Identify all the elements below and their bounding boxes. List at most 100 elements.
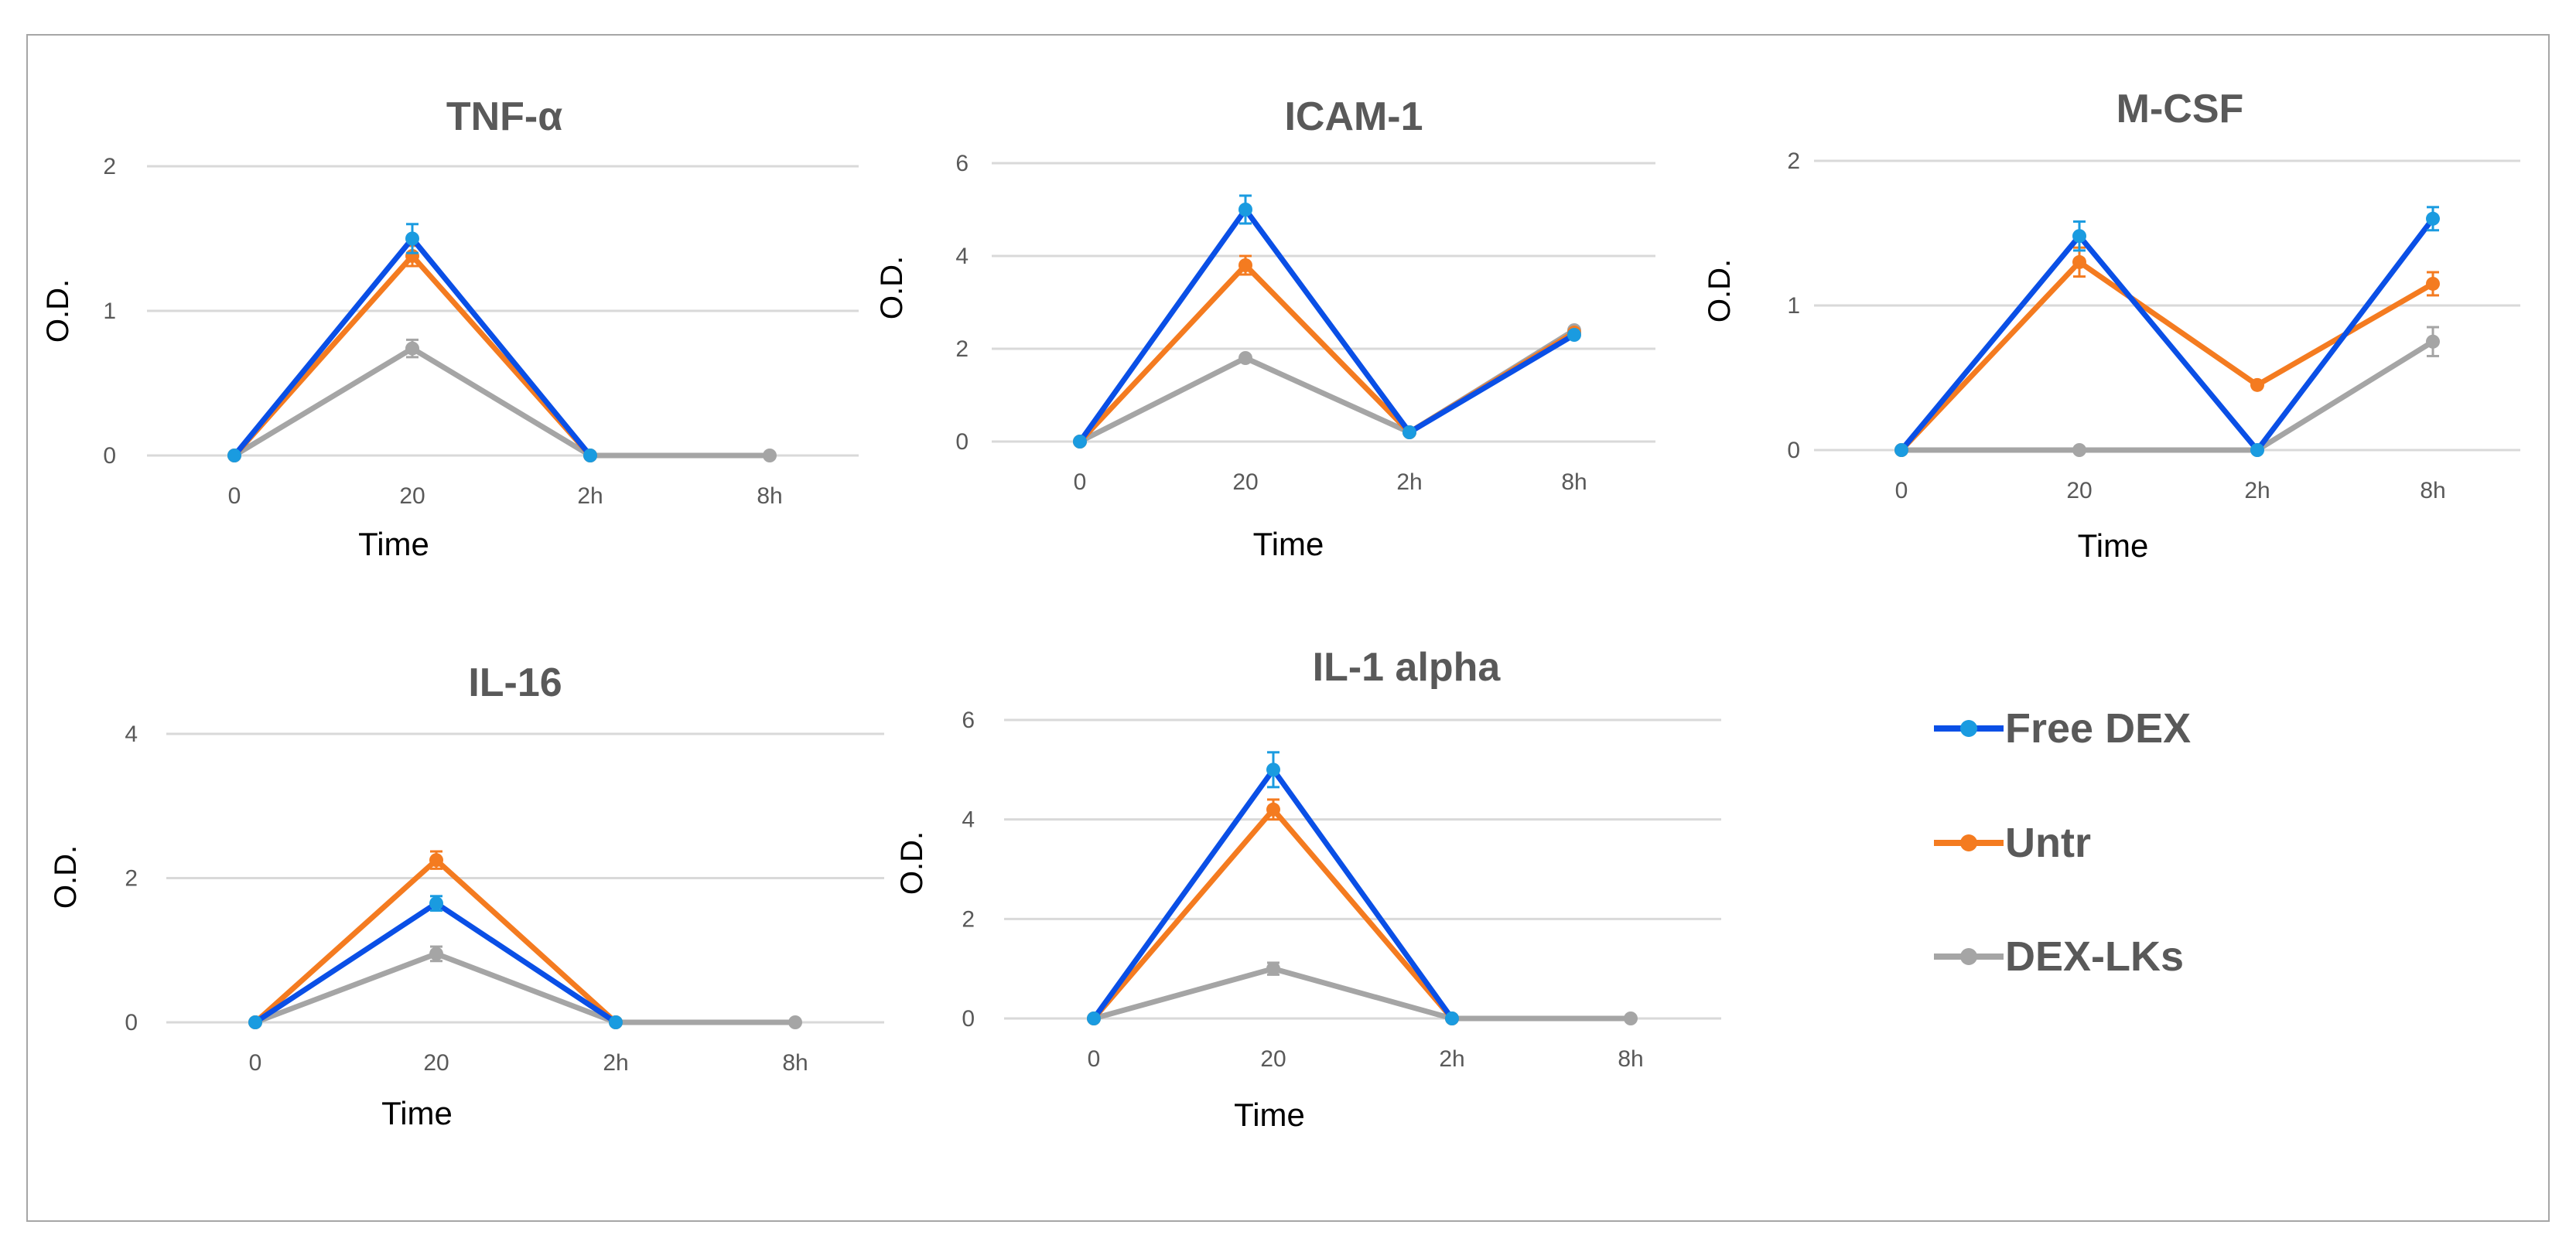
chart-title: M-CSF [2116,87,2244,131]
y-axis-label: O.D. [49,845,83,909]
series-line [1093,966,1631,1022]
x-tick-label: 8h [782,1050,808,1076]
y-tick-label: 6 [955,151,969,176]
chart-il-16: 0 2 4 0 20 2h 8h IL-16 Time O.D. [49,660,884,1131]
y-tick-label: 4 [955,244,969,269]
series-free-dex [1073,194,1581,449]
y-tick-label: 4 [125,722,138,747]
data-point [1402,425,1416,439]
data-point [1266,762,1280,777]
data-point [2072,254,2086,269]
y-axis-label: O.D. [41,279,75,343]
series-dex-lks [1087,961,1638,1025]
chart-title: ICAM-1 [1284,94,1423,139]
x-tick-label: 20 [2066,478,2092,503]
series-line [1899,217,2435,453]
x-axis-label: Time [1253,526,1324,562]
x-tick-label: 2h [1396,469,1422,495]
y-axis-label: O.D. [895,831,929,895]
legend-swatch-marker [1960,834,1977,851]
legend-item-free-dex: Free DEX [1934,705,2191,752]
series-line [233,346,770,459]
data-point [1445,1011,1459,1025]
data-point [429,947,443,961]
data-point [609,1015,623,1029]
x-tick-label: 0 [1895,478,1908,503]
y-tick-label: 0 [103,443,116,469]
series-line [1901,339,2434,453]
chart-title: IL-1 alpha [1313,645,1502,690]
y-tick-label: 2 [1787,148,1800,174]
y-tick-label: 0 [955,429,969,455]
x-tick-label: 20 [1232,469,1258,495]
x-tick-label: 0 [249,1050,262,1076]
data-point [763,449,777,462]
x-tick-label: 20 [1260,1046,1286,1072]
series-untr [1087,798,1459,1025]
data-point [2250,443,2264,457]
data-point [2072,443,2086,457]
data-point [2426,211,2440,226]
x-tick-label: 20 [399,483,425,509]
y-axis-label: O.D. [1703,259,1737,322]
y-tick-label: 2 [103,154,116,179]
data-point [1266,802,1280,817]
x-tick-label: 2h [603,1050,628,1076]
series-free-dex [227,223,597,462]
data-point [2426,334,2440,349]
x-tick-label: 0 [1088,1046,1101,1072]
x-tick-label: 0 [228,483,241,509]
legend: Free DEX Untr DEX-LKs [1934,705,2191,980]
data-point [1266,961,1280,976]
chart-title: IL-16 [468,660,562,705]
data-point [405,231,419,246]
series-untr [1894,246,2440,457]
y-tick-label: 0 [1787,438,1800,463]
chart-icam-1: 0 2 4 6 0 20 2h 8h ICAM-1 Time O.D. [875,94,1655,562]
y-tick-label: 2 [955,336,969,362]
x-tick-label: 2h [577,483,603,509]
series-untr [1073,254,1581,449]
x-tick-label: 8h [757,483,782,509]
series-line [254,950,795,1025]
y-tick-label: 2 [125,866,138,892]
x-tick-label: 8h [2420,478,2445,503]
data-point [583,449,597,462]
x-tick-label: 8h [1618,1046,1643,1072]
data-point [1624,1011,1638,1025]
x-axis-label: Time [1234,1097,1305,1133]
series-line [253,857,618,1025]
series-dex-lks [248,945,802,1029]
y-tick-label: 0 [962,1006,975,1032]
legend-label: Untr [2005,820,2091,866]
series-free-dex [1894,206,2440,457]
data-point [2072,229,2086,244]
legend-label: Free DEX [2005,705,2191,752]
legend-swatch-marker [1960,948,1977,965]
series-free-dex [1087,751,1459,1025]
y-tick-label: 1 [1787,293,1800,319]
y-axis-label: O.D. [875,256,909,319]
series-line [1092,807,1454,1021]
x-tick-label: 0 [1074,469,1087,495]
data-point [1238,203,1252,217]
y-tick-label: 0 [125,1010,138,1035]
legend-swatch-marker [1960,720,1977,737]
chart-title: TNF-α [446,94,562,139]
series-dex-lks [1894,326,2440,457]
legend-label: DEX-LKs [2005,933,2184,980]
data-point [1238,351,1252,365]
x-axis-label: Time [358,526,429,562]
data-point [429,896,443,911]
data-point [1087,1011,1101,1025]
legend-item-untr: Untr [1934,820,2091,866]
data-point [1073,435,1087,449]
chart-il-1-alpha: 0 2 4 6 0 20 2h 8h IL-1 alpha Time O.D. [895,645,1721,1133]
x-tick-label: 2h [2244,478,2270,503]
legend-item-dex-lks: DEX-LKs [1934,933,2184,980]
x-tick-label: 2h [1439,1046,1464,1072]
x-tick-label: 8h [1561,469,1587,495]
data-point [2250,377,2264,392]
